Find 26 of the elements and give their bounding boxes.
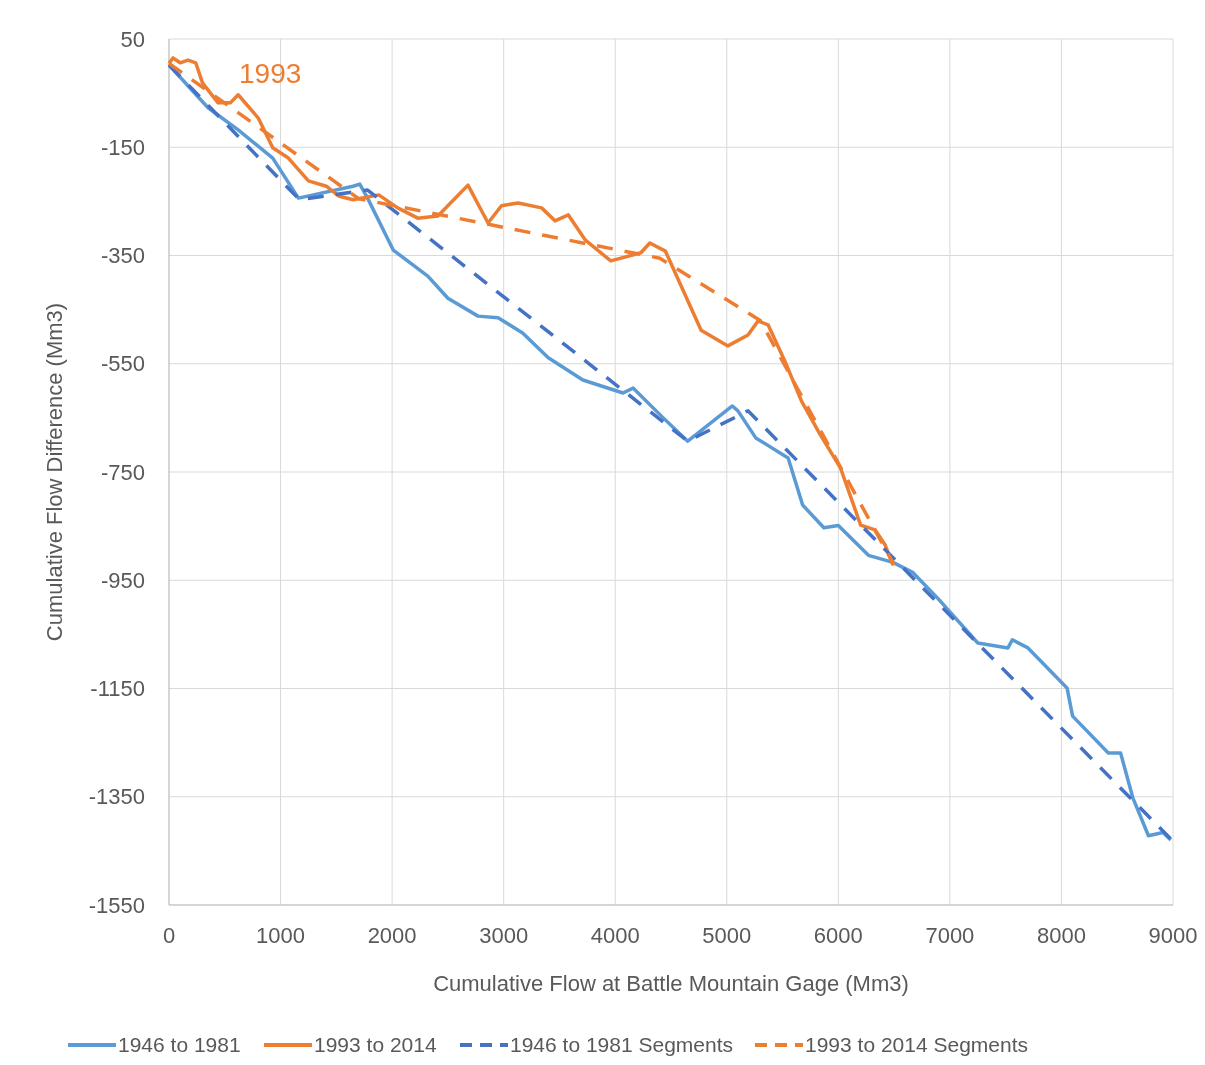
x-tick-label: 1000	[256, 923, 306, 948]
y-tick-label: -1150	[90, 676, 145, 702]
y-tick-label: -750	[100, 459, 145, 485]
x-axis-title: Cumulative Flow at Battle Mountain Gage (Mm3)	[433, 971, 909, 996]
y-tick-label: -1350	[88, 784, 145, 810]
y-tick-label: -1550	[88, 892, 145, 918]
x-tick-label: 6000	[813, 923, 863, 948]
y-tick-label: -950	[100, 567, 145, 593]
x-tick-label: 4000	[590, 923, 640, 948]
legend-label: 1993 to 2014 Segments	[805, 1033, 1029, 1057]
y-tick-label: 50	[120, 26, 145, 52]
x-tick-label: 0	[162, 923, 176, 948]
x-tick-label: 3000	[479, 923, 529, 948]
y-axis-title: Cumulative Flow Difference (Mm3)	[42, 302, 67, 642]
x-tick-label: 8000	[1036, 923, 1086, 948]
x-tick-label: 7000	[925, 923, 975, 948]
y-tick-label: -150	[100, 134, 145, 160]
y-tick-label: -350	[100, 243, 145, 269]
legend-label: 1946 to 1981	[118, 1033, 241, 1057]
legend-label: 1993 to 2014	[314, 1033, 437, 1057]
x-tick-label: 9000	[1148, 923, 1198, 948]
x-tick-label: 2000	[367, 923, 417, 948]
annotation: 1993	[239, 58, 302, 89]
y-tick-label: -550	[100, 351, 145, 377]
x-tick-label: 5000	[702, 923, 752, 948]
legend-label: 1946 to 1981 Segments	[510, 1033, 734, 1057]
